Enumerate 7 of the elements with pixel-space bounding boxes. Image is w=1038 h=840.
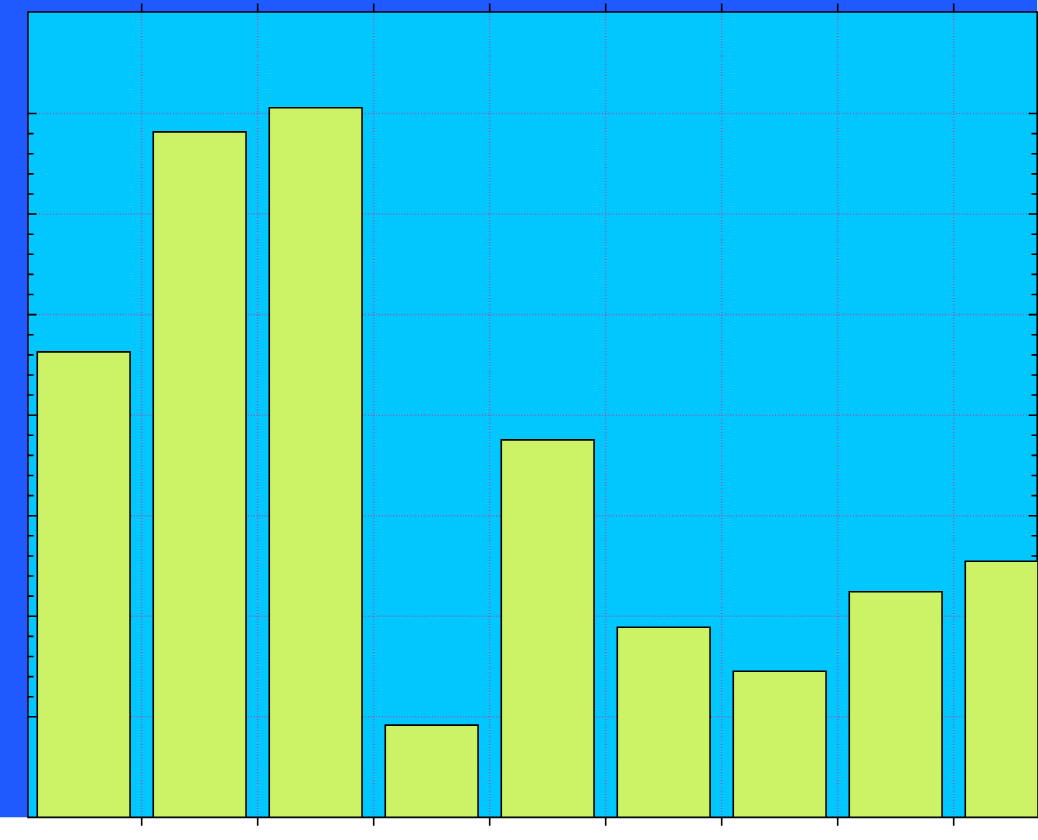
bar xyxy=(848,591,943,818)
bar xyxy=(732,670,827,818)
bar xyxy=(268,107,363,818)
bar xyxy=(616,626,711,818)
bar xyxy=(384,724,479,818)
bar xyxy=(500,439,595,818)
bar xyxy=(152,131,247,818)
